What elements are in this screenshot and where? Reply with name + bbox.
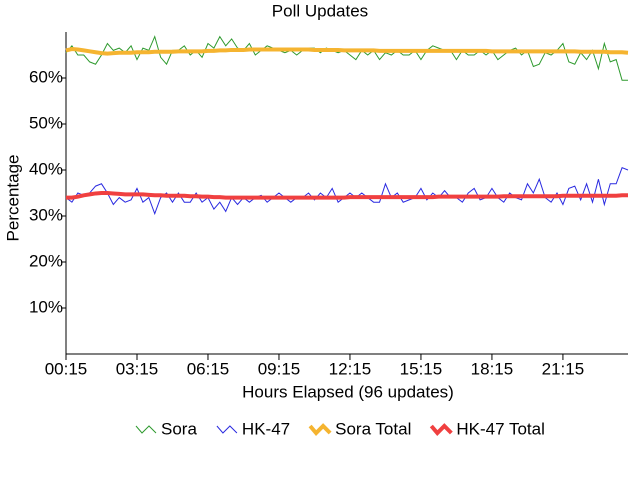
legend-icon bbox=[429, 423, 453, 436]
x-tick-label: 09:15 bbox=[258, 359, 301, 378]
y-tick-label: 20% bbox=[29, 251, 63, 270]
legend-label: HK-47 bbox=[242, 419, 290, 438]
series-line bbox=[65, 167, 629, 216]
x-tick-label: 12:15 bbox=[329, 359, 372, 378]
y-tick-label: 40% bbox=[29, 159, 63, 178]
series-line bbox=[66, 191, 628, 200]
x-tick-label: 03:15 bbox=[116, 359, 159, 378]
x-tick-label: 06:15 bbox=[187, 359, 230, 378]
legend-icon bbox=[216, 425, 238, 434]
legend-label: HK-47 Total bbox=[456, 419, 545, 438]
chart-title: Poll Updates bbox=[272, 1, 368, 20]
y-tick-label: 10% bbox=[29, 297, 63, 316]
legend-icon bbox=[308, 423, 332, 436]
x-tick-label: 00:15 bbox=[45, 359, 88, 378]
legend-label: Sora Total bbox=[335, 419, 411, 438]
series-line bbox=[65, 47, 629, 56]
series-line bbox=[65, 35, 628, 81]
legend-icon bbox=[135, 425, 157, 434]
x-tick-label: 15:15 bbox=[400, 359, 443, 378]
x-tick-label: 18:15 bbox=[471, 359, 514, 378]
y-tick-label: 30% bbox=[29, 205, 63, 224]
legend-label: Sora bbox=[161, 419, 197, 438]
x-tick-label: 21:15 bbox=[542, 359, 585, 378]
x-axis-label: Hours Elapsed (96 updates) bbox=[242, 382, 454, 401]
y-tick-label: 50% bbox=[29, 113, 63, 132]
y-axis-label: Percentage bbox=[3, 155, 22, 242]
y-tick-label: 60% bbox=[29, 67, 63, 86]
